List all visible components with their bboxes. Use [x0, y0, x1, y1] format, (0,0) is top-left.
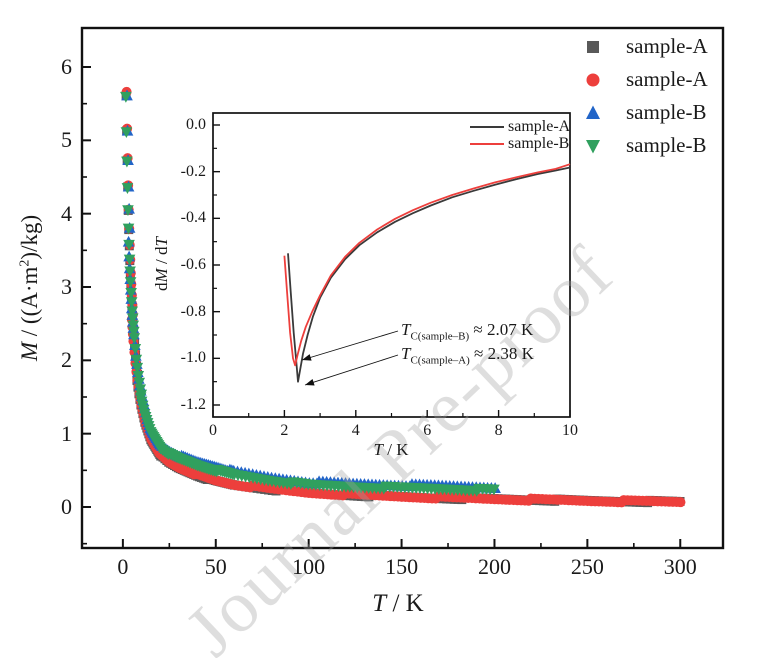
legend-item-sample-a-square: sample-A [578, 30, 708, 63]
inset-x-tick-label: 0 [209, 422, 217, 439]
x-tick-label: 200 [477, 554, 511, 579]
x-tick-label: 150 [385, 554, 419, 579]
main-y-axis-label: M / ((A·m2)/kg) [17, 214, 42, 362]
triangle-down-marker-icon [578, 133, 608, 159]
legend-label: sample-A [626, 67, 708, 91]
inset-y-tick-label: -0.8 [180, 302, 206, 320]
inset-x-tick-label: 6 [423, 422, 432, 439]
legend-label: sample-A [626, 34, 708, 58]
inset-y-axis-label: dM / dT [152, 237, 171, 291]
inset-curve-sample-A [287, 166, 571, 383]
inset-x-axis-label: T / K [373, 440, 409, 459]
legend-item-sample-b-triangle-up: sample-B [578, 96, 708, 129]
legend-label: sample-B [626, 100, 707, 124]
triangle-up-marker-icon [578, 100, 608, 126]
inset-legend-item-sample-b: sample-B [470, 135, 570, 152]
inset-axes-frame [212, 112, 571, 418]
y-tick-label: 0 [61, 494, 72, 519]
legend-item-sample-a-circle: sample-A [578, 63, 708, 96]
inset-x-tick-label: 4 [351, 422, 360, 439]
legend-label: sample-B [626, 133, 707, 157]
series-sample-B-triangle-down [120, 91, 500, 497]
inset-y-tick-label: -1.0 [180, 349, 206, 367]
inset-legend-item-sample-a: sample-A [470, 118, 570, 135]
inset-y-tick-label: -0.6 [180, 255, 206, 273]
x-tick-label: 100 [292, 554, 326, 579]
inset-y-tick-label: -0.2 [180, 162, 206, 180]
line-swatch-icon [470, 125, 504, 128]
inset-y-tick-label: -1.2 [180, 395, 206, 413]
y-tick-label: 3 [61, 274, 72, 299]
annotation-arrow [305, 379, 315, 386]
inset-x-tick-label: 10 [562, 422, 578, 439]
main-legend: sample-A sample-A sample-B sample-B [578, 30, 708, 162]
inset-y-tick-label: -0.4 [180, 209, 206, 227]
x-tick-label: 50 [204, 554, 227, 579]
y-tick-label: 4 [61, 200, 72, 226]
square-marker-icon [578, 34, 608, 60]
inset-y-tick-label: 0.0 [186, 116, 206, 133]
curie-annotation-sample-b: TC(sample–B) ≈ 2.07 K [401, 320, 534, 343]
x-tick-label: 250 [570, 554, 604, 579]
legend-item-sample-b-triangle-down: sample-B [578, 129, 708, 162]
main-x-axis-label: T / K [372, 590, 424, 617]
x-tick-label: 0 [117, 554, 129, 579]
y-tick-label: 6 [61, 54, 72, 79]
y-tick-label: 2 [61, 347, 72, 373]
circle-marker-icon [578, 67, 608, 93]
inset-x-tick-label: 8 [494, 422, 503, 439]
curie-annotation-sample-a: TC(sample–A) ≈ 2.38 K [401, 344, 534, 367]
inset-legend-label: sample-A [508, 117, 571, 135]
inset-x-tick-label: 2 [280, 422, 289, 439]
y-tick-label: 5 [61, 127, 72, 153]
inset-legend-label: sample-B [508, 134, 570, 152]
inset-curve-sample-B [283, 163, 571, 367]
annotation-arrow [302, 354, 312, 361]
x-tick-label: 300 [663, 554, 697, 579]
y-tick-label: 1 [61, 420, 72, 446]
line-swatch-icon [470, 142, 504, 145]
inset-legend: sample-A sample-B [470, 118, 570, 152]
